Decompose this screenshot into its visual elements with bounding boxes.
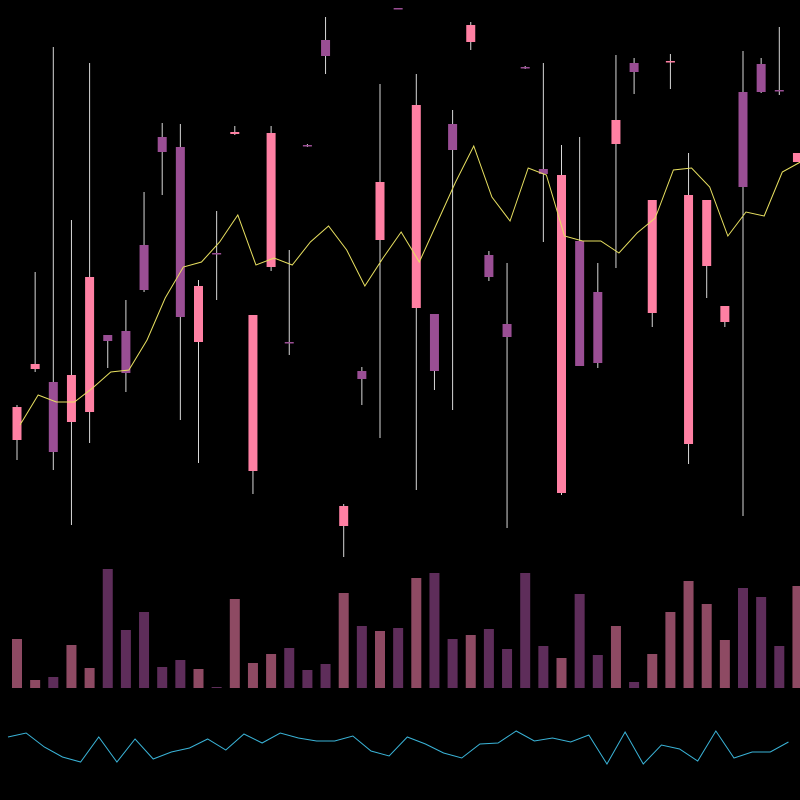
volume-bar xyxy=(665,612,676,688)
candle-body xyxy=(85,277,95,412)
candle-body xyxy=(466,25,476,42)
candle-body xyxy=(702,200,712,266)
candle-body xyxy=(611,120,621,144)
volume-bar xyxy=(502,649,513,688)
candle-body xyxy=(502,324,512,337)
volume-bar xyxy=(320,664,331,688)
volume-bar xyxy=(102,569,113,688)
volume-bar xyxy=(592,655,603,688)
volume-bar xyxy=(574,594,585,688)
volume-bar xyxy=(247,663,258,688)
volume-bar xyxy=(356,626,367,688)
moving-average-line xyxy=(19,144,800,426)
candle-body xyxy=(357,371,367,379)
candle-body xyxy=(12,407,22,440)
volume-bar xyxy=(411,578,422,688)
volume-bar xyxy=(756,597,767,688)
candle-body xyxy=(429,314,439,371)
candle-body xyxy=(448,124,458,150)
volume-bar xyxy=(175,660,186,688)
indicator-line xyxy=(7,730,789,765)
candle-body xyxy=(175,147,185,317)
volume-bar xyxy=(284,648,295,688)
volume-bar xyxy=(266,654,277,688)
volume-bar xyxy=(465,635,476,688)
candle-body xyxy=(375,182,385,240)
volume-bar xyxy=(193,669,204,688)
candle-body xyxy=(665,61,675,63)
volume-bar xyxy=(429,573,440,688)
volume-bar xyxy=(738,588,748,688)
volume-bar xyxy=(774,646,785,688)
candle-body xyxy=(520,67,530,69)
volume-bar xyxy=(792,586,800,688)
volume-bar xyxy=(629,682,640,688)
volume-bar xyxy=(229,599,240,688)
candle-body xyxy=(48,382,58,452)
candle-body xyxy=(684,195,694,444)
candle-body xyxy=(302,145,312,147)
volume-bar xyxy=(30,680,41,688)
candle-body xyxy=(738,92,748,187)
volume-bar xyxy=(538,646,549,688)
candle-body xyxy=(484,255,494,277)
candle-body xyxy=(339,506,349,526)
candle-body xyxy=(774,90,784,92)
volume-bar xyxy=(556,658,567,688)
candle-body xyxy=(756,64,766,92)
volume-bar xyxy=(84,668,95,688)
volume-bar xyxy=(48,677,59,688)
candle-body xyxy=(411,105,421,308)
volume-bar xyxy=(683,581,694,688)
volume-bar xyxy=(393,628,404,688)
volume-bar xyxy=(338,593,349,688)
volume-bar xyxy=(719,640,730,688)
volume-bar xyxy=(157,667,168,688)
candle-body xyxy=(321,40,331,56)
candle-body xyxy=(103,335,113,341)
candle-body xyxy=(593,292,603,363)
candle-body xyxy=(121,331,131,373)
candle-body xyxy=(66,375,76,422)
candle-body xyxy=(393,8,403,10)
volume-bar xyxy=(647,654,658,688)
candle-body xyxy=(30,364,40,369)
volume-bar xyxy=(12,639,22,688)
candle-body xyxy=(139,245,149,290)
candle-body xyxy=(157,137,167,152)
volume-bar xyxy=(375,631,385,688)
volume-bar xyxy=(211,687,222,688)
candle-body xyxy=(248,315,258,471)
volume-bar xyxy=(66,645,77,688)
candle-body xyxy=(792,153,800,162)
candle-body xyxy=(720,306,730,322)
candle-body xyxy=(212,253,222,255)
volume-bar xyxy=(483,629,494,688)
candle-body xyxy=(538,169,548,174)
candle-body xyxy=(557,175,566,493)
candle-body xyxy=(647,200,657,313)
volume-bar xyxy=(120,630,131,688)
volume-bar xyxy=(520,573,531,688)
candle-body xyxy=(575,241,585,366)
candle-body xyxy=(629,63,639,72)
volume-bar xyxy=(447,639,458,688)
volume-bar xyxy=(139,612,150,688)
candle-body xyxy=(266,133,276,267)
candle-body xyxy=(284,342,294,344)
candle-body xyxy=(194,286,203,342)
candle-body xyxy=(230,132,240,134)
volume-bar xyxy=(302,670,313,688)
volume-bar xyxy=(701,604,712,688)
volume-bar xyxy=(610,626,621,688)
